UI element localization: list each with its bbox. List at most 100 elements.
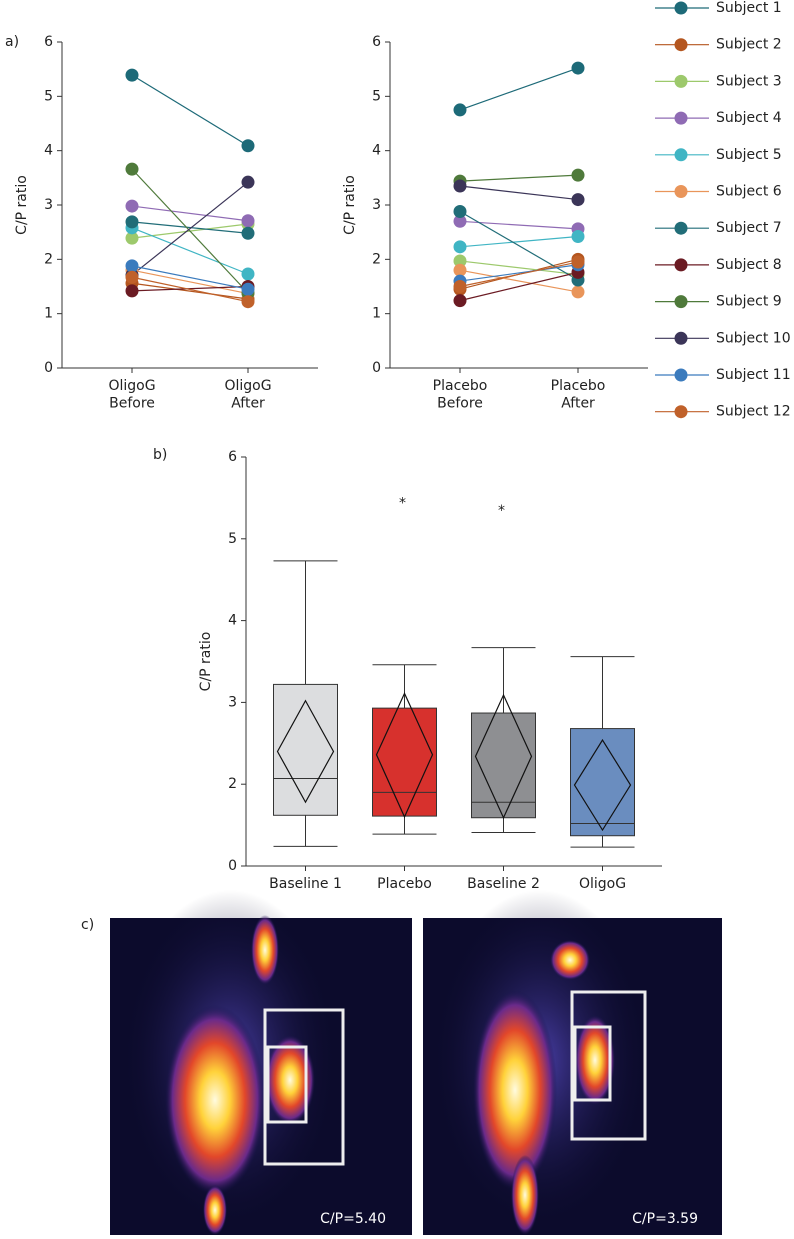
x-tick-label: Placebo After — [551, 378, 606, 412]
series-line — [131, 205, 249, 222]
y-tick-label: 5 — [372, 88, 381, 104]
data-point — [571, 168, 585, 182]
data-point — [571, 230, 585, 244]
legend-marker — [674, 221, 688, 235]
legend-marker — [674, 258, 688, 272]
mean-diamond — [276, 699, 335, 804]
data-point — [125, 259, 139, 273]
box — [471, 712, 536, 819]
series-line — [131, 276, 249, 303]
legend-marker — [674, 111, 688, 125]
panel-label: c) — [81, 917, 94, 933]
legend-label: Subject 12 — [716, 404, 791, 420]
y-tick-label: 2 — [228, 776, 237, 792]
y-tick-label: 5 — [228, 531, 237, 547]
y-tick-label: 0 — [372, 360, 381, 376]
mean-diamond — [573, 738, 632, 832]
data-point — [571, 193, 585, 207]
legend-label: Subject 11 — [716, 367, 791, 383]
series-line — [131, 181, 249, 276]
y-tick-label: 4 — [372, 143, 381, 159]
box — [570, 728, 635, 837]
legend-label: Subject 3 — [716, 73, 782, 89]
data-point — [453, 179, 467, 193]
series-line — [131, 285, 249, 292]
box — [372, 707, 437, 817]
data-point — [453, 240, 467, 254]
image-caption: C/P=5.40 — [320, 1211, 386, 1227]
y-tick-label: 1 — [372, 306, 381, 322]
legend-label: Subject 1 — [716, 0, 782, 16]
y-tick-label: 6 — [228, 449, 237, 465]
data-point — [453, 280, 467, 293]
legend-label: Subject 8 — [716, 257, 782, 273]
mean-diamond — [474, 693, 533, 820]
series-line — [459, 67, 579, 111]
legend-marker — [674, 185, 688, 198]
legend-label: Subject 5 — [716, 147, 782, 163]
y-tick-label: 6 — [44, 34, 53, 50]
series-line — [459, 271, 579, 302]
data-point — [571, 61, 585, 75]
data-point — [241, 226, 255, 240]
data-point — [453, 214, 467, 228]
series-line — [459, 235, 579, 248]
y-tick-label: 4 — [44, 143, 53, 159]
outlier: * — [399, 496, 406, 512]
y-tick-label: 0 — [44, 360, 53, 376]
panel-label: a) — [5, 34, 19, 50]
legend-label: Subject 9 — [716, 294, 782, 310]
y-tick-label: 4 — [228, 613, 237, 629]
data-point — [453, 294, 467, 308]
y-axis-label: C/P ratio — [198, 632, 214, 692]
x-tick-label: Baseline 2 — [467, 876, 540, 892]
legend-marker — [674, 38, 688, 52]
x-tick-label: Placebo Before — [433, 378, 488, 412]
panel-label: b) — [153, 447, 167, 463]
series-line — [459, 264, 579, 282]
y-tick-label: 1 — [44, 306, 53, 322]
y-tick-label: 2 — [372, 251, 381, 267]
legend-label: Subject 7 — [716, 220, 782, 236]
data-point — [241, 139, 255, 153]
data-point — [125, 199, 139, 213]
series-line — [131, 265, 249, 290]
series-line — [459, 269, 579, 293]
y-tick-label: 5 — [44, 88, 53, 104]
y-tick-label: 3 — [372, 197, 381, 213]
data-point — [453, 103, 467, 117]
legend-marker — [674, 368, 688, 382]
legend-marker — [674, 295, 688, 309]
data-point — [125, 284, 139, 298]
legend-marker — [674, 405, 688, 419]
image-caption: C/P=3.59 — [632, 1211, 698, 1227]
legend-marker — [674, 148, 688, 162]
mean-diamond — [375, 691, 434, 819]
series-line — [459, 185, 579, 201]
x-tick-label: OligoG Before — [108, 378, 155, 412]
data-point — [125, 231, 139, 245]
series-line — [459, 260, 579, 276]
data-point — [571, 285, 585, 299]
series-line — [131, 227, 249, 275]
series-line — [131, 74, 249, 147]
data-point — [125, 162, 139, 176]
y-tick-label: 6 — [372, 34, 381, 50]
series-line — [459, 261, 579, 288]
scan-image: C/P=3.59 — [423, 890, 722, 1235]
y-tick-label: 3 — [44, 197, 53, 213]
series-line — [459, 174, 579, 182]
data-point — [241, 295, 255, 309]
legend-marker — [674, 74, 688, 88]
legend-marker — [674, 331, 688, 345]
data-point — [125, 270, 139, 284]
outlier: * — [498, 503, 505, 519]
data-point — [125, 68, 139, 82]
series-line — [459, 211, 579, 281]
x-tick-label: OligoG — [579, 876, 626, 892]
y-tick-label: 0 — [228, 858, 237, 874]
data-point — [453, 263, 467, 277]
y-axis-label: C/P ratio — [14, 175, 30, 235]
legend-label: Subject 6 — [716, 184, 782, 200]
